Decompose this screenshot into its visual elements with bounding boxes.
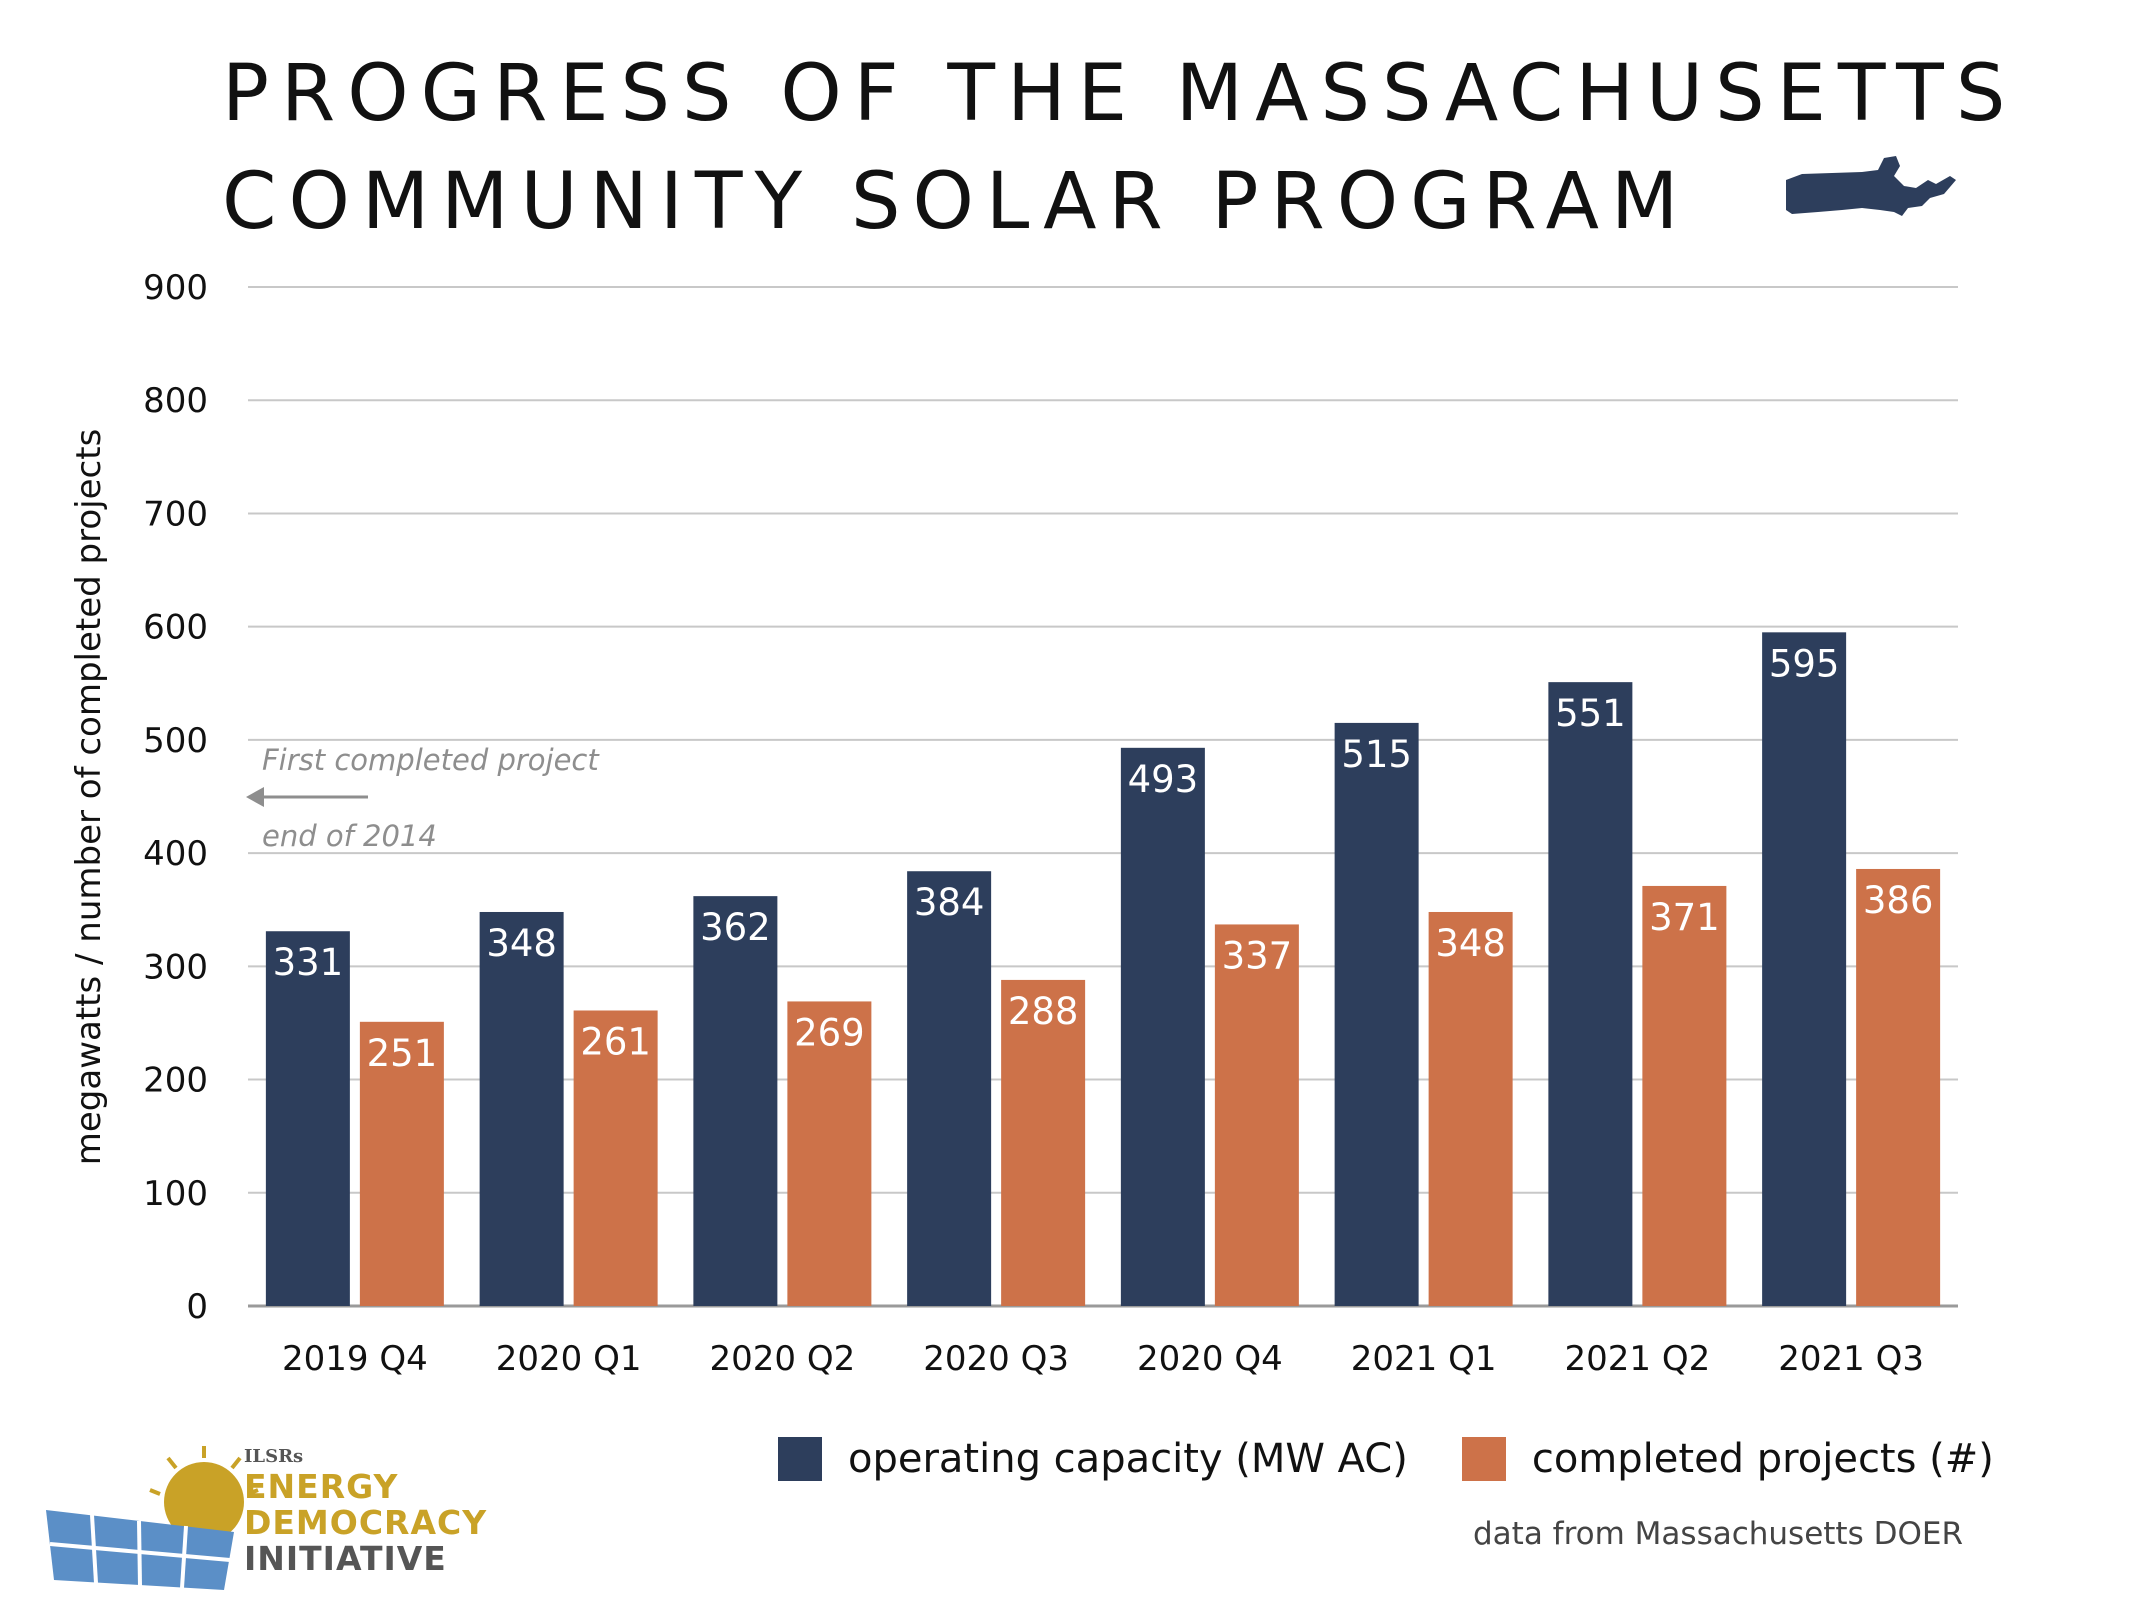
- logo-org: ILSRs: [244, 1446, 304, 1467]
- annotation: First completed project end of 2014: [246, 743, 600, 853]
- y-tick-label: 400: [143, 834, 208, 874]
- legend-label-projects: completed projects (#): [1531, 1436, 1994, 1482]
- data-labels: 331 251 348 261 362 269 384 288 493 337 515 348 551 3…: [273, 642, 1934, 1074]
- logo-line-energy: ENERGY: [244, 1467, 399, 1506]
- data-label-projects: 251: [367, 1032, 438, 1075]
- solar-panel-sun-logo: [46, 1446, 259, 1590]
- y-tick-label: 800: [143, 381, 208, 421]
- bar-capacity: [693, 896, 778, 1306]
- data-label-capacity: 595: [1769, 642, 1840, 685]
- data-label-projects: 348: [1435, 922, 1506, 965]
- sun-icon: [149, 1446, 259, 1542]
- source-note: data from Massachusetts DOER: [1473, 1516, 1963, 1552]
- data-label-capacity: 362: [700, 906, 771, 949]
- x-axis-ticks: 2019 Q4 2020 Q1 2020 Q2 2020 Q3 2020 Q4 2021 …: [282, 1339, 1924, 1379]
- bar-capacity: [907, 871, 992, 1306]
- logo-line-democracy: DEMOCRACY: [244, 1503, 488, 1542]
- annotation-arrow-icon: [246, 787, 264, 807]
- massachusetts-map-icon: [1786, 156, 1956, 216]
- bar-capacity: [1762, 632, 1847, 1306]
- x-tick-label: 2021 Q2: [1565, 1339, 1711, 1379]
- data-label-capacity: 348: [486, 922, 557, 965]
- y-axis-label: megawatts / number of completed projects: [69, 429, 109, 1166]
- x-tick-label: 2019 Q4: [282, 1339, 428, 1379]
- data-label-projects: 371: [1649, 896, 1720, 939]
- y-axis-ticks: 0 100 200 300 400 500 600 700 800 900: [143, 268, 208, 1327]
- x-tick-label: 2020 Q1: [496, 1339, 642, 1379]
- data-label-capacity: 515: [1341, 733, 1412, 776]
- y-tick-label: 100: [143, 1174, 208, 1214]
- y-tick-label: 200: [143, 1061, 208, 1101]
- legend: operating capacity (MW AC) completed pro…: [778, 1436, 2048, 1482]
- x-tick-label: 2020 Q3: [923, 1339, 1069, 1379]
- bar-projects: [1214, 924, 1299, 1306]
- bar-projects: [573, 1010, 658, 1306]
- data-label-projects: 269: [794, 1011, 865, 1054]
- x-tick-label: 2020 Q2: [710, 1339, 856, 1379]
- data-label-projects: 337: [1222, 934, 1293, 977]
- solar-panel-icon: [46, 1510, 234, 1590]
- bar-capacity: [1548, 682, 1633, 1306]
- bar-capacity: [265, 931, 350, 1306]
- legend-label-capacity: operating capacity (MW AC): [848, 1436, 1408, 1482]
- bar-capacity: [479, 911, 564, 1306]
- chart-title: PROGRESS OF THE MASSACHUSETTS COMMUNITY …: [222, 40, 2017, 256]
- data-label-projects: 261: [580, 1020, 651, 1063]
- logo-line-initiative: INITIATIVE: [244, 1539, 447, 1578]
- data-label-capacity: 551: [1555, 692, 1626, 735]
- bar-capacity: [1334, 722, 1419, 1306]
- legend-swatch-capacity: [778, 1437, 822, 1481]
- bar-projects: [1856, 868, 1941, 1306]
- bar-capacity: [1120, 747, 1205, 1306]
- y-tick-label: 700: [143, 494, 208, 534]
- data-label-capacity: 384: [914, 881, 985, 924]
- y-tick-label: 600: [143, 608, 208, 648]
- annotation-line-1: First completed project: [262, 743, 600, 777]
- bar-chart: 0 100 200 300 400 500 600 700 800 900 331 251 348 26…: [69, 268, 1958, 1379]
- data-label-projects: 288: [1008, 990, 1079, 1033]
- logo-text: ILSRs ENERGY DEMOCRACY INITIATIVE: [244, 1445, 487, 1577]
- data-label-projects: 386: [1863, 879, 1934, 922]
- data-label-capacity: 331: [273, 941, 344, 984]
- y-tick-label: 500: [143, 721, 208, 761]
- y-tick-label: 900: [143, 268, 208, 308]
- data-label-capacity: 493: [1128, 758, 1199, 801]
- y-tick-label: 0: [186, 1287, 208, 1327]
- x-tick-label: 2021 Q1: [1351, 1339, 1497, 1379]
- x-tick-label: 2021 Q3: [1778, 1339, 1924, 1379]
- title-line-2: COMMUNITY SOLAR PROGRAM: [222, 157, 1691, 247]
- y-tick-label: 300: [143, 947, 208, 987]
- bar-projects: [1428, 911, 1513, 1306]
- bar-projects: [1642, 885, 1727, 1306]
- title-line-1: PROGRESS OF THE MASSACHUSETTS: [222, 49, 2018, 139]
- bar-projects: [1001, 979, 1086, 1306]
- bar-projects: [359, 1021, 444, 1306]
- legend-swatch-projects: [1461, 1437, 1506, 1481]
- annotation-line-2: end of 2014: [262, 819, 437, 853]
- bars: [265, 632, 1941, 1306]
- legend-item-capacity: operating capacity (MW AC): [778, 1436, 1408, 1482]
- x-tick-label: 2020 Q4: [1137, 1339, 1283, 1379]
- bar-projects: [787, 1001, 872, 1306]
- legend-item-projects: completed projects (#): [1461, 1436, 1994, 1482]
